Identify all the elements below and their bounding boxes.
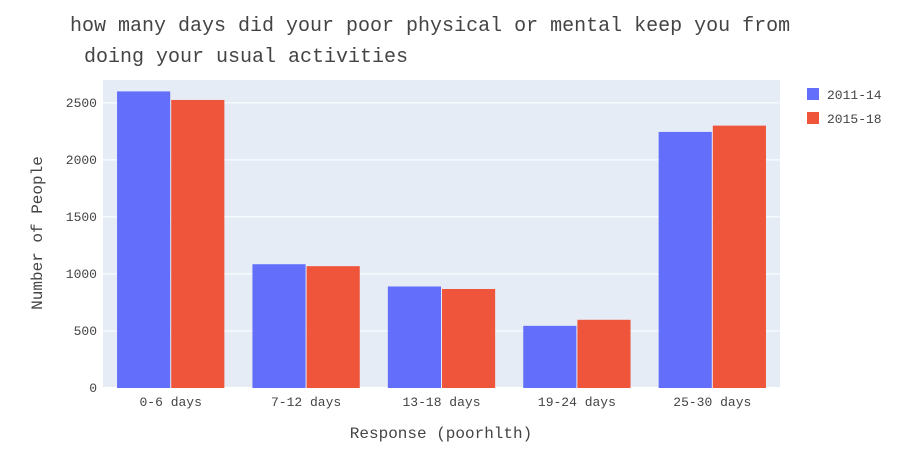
x-axis-title: Response (poorhlth) <box>350 425 532 443</box>
legend[interactable]: 2011-14 2015-18 <box>807 88 882 127</box>
bar-2011-14-19-24-days[interactable] <box>523 325 577 388</box>
y-tick-label: 500 <box>74 324 97 339</box>
x-tick-label: 7-12 days <box>271 395 341 410</box>
bars <box>117 91 766 389</box>
bar-2015-18-7-12-days[interactable] <box>306 266 360 388</box>
bar-2015-18-25-30-days[interactable] <box>712 125 766 388</box>
y-axis-ticks: 0 500 1000 1500 2000 2500 <box>66 96 97 396</box>
y-tick-label: 1500 <box>66 210 97 225</box>
legend-swatch[interactable] <box>807 88 819 100</box>
chart-title-line-2: doing your usual activities <box>84 46 408 69</box>
x-tick-label: 25-30 days <box>673 395 751 410</box>
x-tick-label: 13-18 days <box>402 395 480 410</box>
legend-label[interactable]: 2015-18 <box>827 112 882 127</box>
legend-swatch[interactable] <box>807 112 819 124</box>
bar-2011-14-13-18-days[interactable] <box>387 286 441 388</box>
bar-2015-18-0-6-days[interactable] <box>171 99 225 389</box>
y-tick-label: 2500 <box>66 96 97 111</box>
x-axis-ticks: 0-6 days 7-12 days 13-18 days 19-24 days 25-… <box>139 395 751 410</box>
chart-title-line-1: how many days did your poor physical or … <box>70 15 790 38</box>
legend-label[interactable]: 2011-14 <box>827 88 882 103</box>
bar-2011-14-7-12-days[interactable] <box>252 264 306 388</box>
x-tick-label: 19-24 days <box>538 395 616 410</box>
bar-2011-14-0-6-days[interactable] <box>117 91 171 388</box>
y-axis-title: Number of People <box>29 156 47 310</box>
bar-2015-18-19-24-days[interactable] <box>577 319 631 388</box>
y-tick-label: 2000 <box>66 153 97 168</box>
x-tick-label: 0-6 days <box>139 395 201 410</box>
chart-title: how many days did your poor physical or … <box>70 15 790 69</box>
y-tick-label: 0 <box>89 381 97 396</box>
bar-2015-18-13-18-days[interactable] <box>442 288 496 388</box>
bar-2011-14-25-30-days[interactable] <box>658 131 712 389</box>
y-tick-label: 1000 <box>66 267 97 282</box>
